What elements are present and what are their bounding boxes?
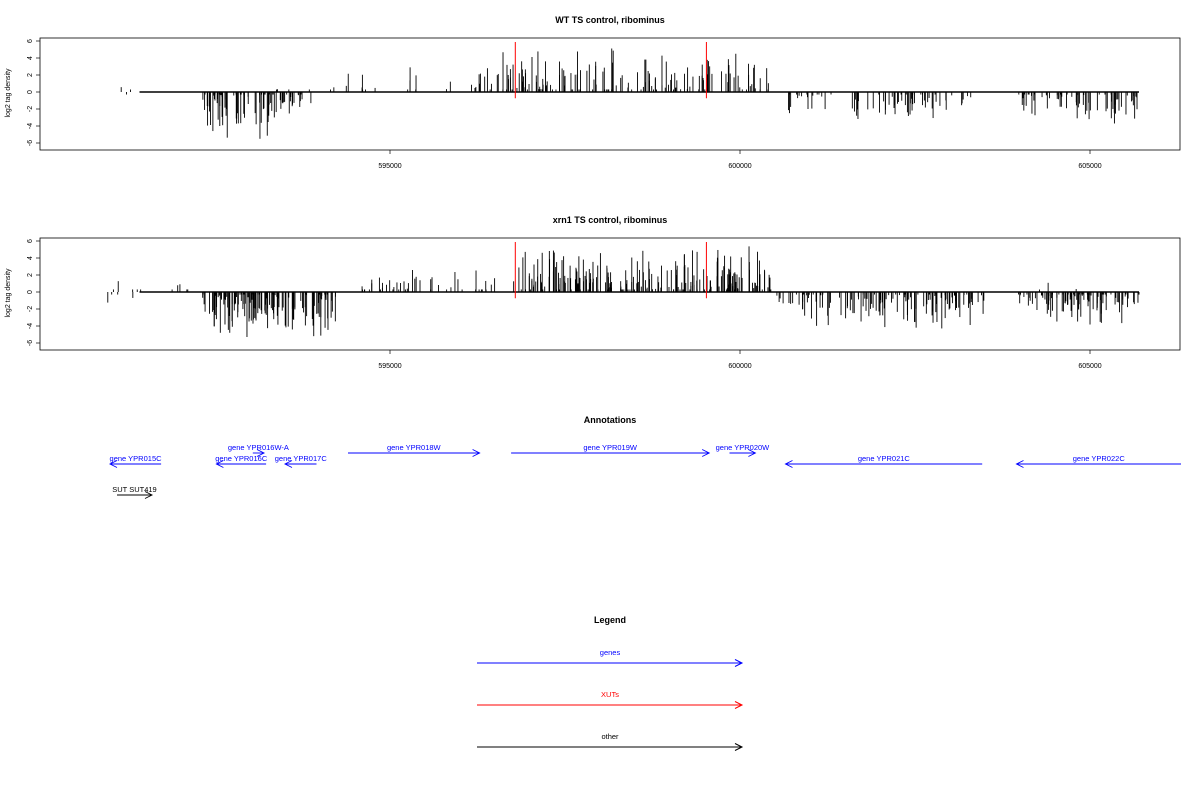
legend-arrowhead [734,659,744,667]
y-tick-label: -2 [27,106,34,112]
y-tick-label: 6 [27,239,34,243]
y-tick-label: -6 [27,140,34,146]
feature-arrowhead [748,449,757,457]
plot-frame [39,237,1181,351]
x-tick-label: 600000 [728,363,751,370]
y-tick-label: -2 [27,306,34,312]
y-tick-label: 4 [27,56,34,60]
annotations-track: Annotations gene YPR015C gene YPR016W-A ge… [108,415,1181,499]
feature-label: gene YPR016W-A [228,443,289,452]
legend-label: genes [600,648,621,657]
annotations-title: Annotations [584,415,637,425]
wt-panel-title: WT TS control, ribominus [555,15,665,25]
plot-frame [39,37,1181,151]
y-tick-label: 2 [27,73,34,77]
feature-arrowhead [144,491,154,499]
feature-label: SUT SUT419 [112,485,156,494]
feature-label: gene YPR015C [110,454,163,463]
feature-label: gene YPR022C [1073,454,1126,463]
legend-title: Legend [594,615,626,625]
x-tick-label: 605000 [1078,363,1101,370]
xrn1-panel-ylabel: log2 tag density [5,268,12,318]
feature-label: gene YPR021C [858,454,911,463]
y-tick-label: 0 [27,290,34,294]
xrn1-panel: xrn1 TS control, ribominus log2 tag dens… [5,215,1181,370]
legend-label: XUTs [601,690,619,699]
feature-arrowhead [784,460,793,468]
feature-label: gene YPR019W [583,443,638,452]
y-tick-label: -4 [27,323,34,329]
y-tick-label: 6 [27,39,34,43]
feature-label: gene YPR016C [215,454,268,463]
legend-arrowhead [734,743,744,751]
legend-arrowhead [734,701,744,709]
legend-label: other [601,732,619,741]
x-tick-label: 595000 [378,363,401,370]
feature-arrowhead [283,460,293,468]
y-tick-label: 4 [27,256,34,260]
feature-label: gene YPR020W [716,443,771,452]
feature-label: gene YPR018W [387,443,442,452]
x-tick-label: 595000 [378,163,401,170]
y-tick-label: -4 [27,123,34,129]
wt-panel: WT TS control, ribominus log2 tag densit… [5,15,1181,170]
feature-label: gene YPR017C [275,454,328,463]
wt-panel-ylabel: log2 tag density [5,68,12,118]
feature-arrowhead [215,460,224,468]
x-tick-label: 600000 [728,163,751,170]
y-tick-label: 2 [27,273,34,277]
feature-arrowhead [701,449,711,457]
legend: Legend genes XUTs other [477,615,744,751]
y-tick-label: -6 [27,340,34,346]
feature-arrowhead [108,460,118,468]
y-tick-label: 0 [27,90,34,94]
xrn1-panel-title: xrn1 TS control, ribominus [553,215,668,225]
feature-arrowhead [1015,460,1024,468]
feature-arrowhead [472,449,481,457]
feature-arrowhead [256,449,266,457]
x-tick-label: 605000 [1078,163,1101,170]
